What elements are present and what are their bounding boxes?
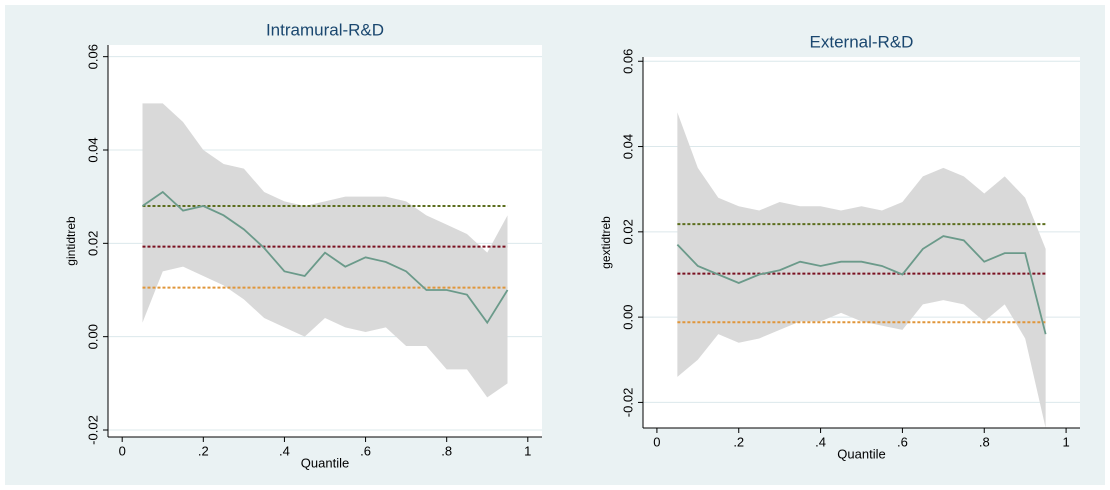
y-tick-label: -0.02 (620, 388, 635, 418)
chart-title: Intramural-R&D (266, 20, 384, 39)
x-tick-label: .8 (979, 434, 990, 449)
x-tick-label: .6 (897, 434, 908, 449)
y-tick-label: 0.00 (85, 324, 100, 349)
y-tick-label: 0.04 (620, 134, 635, 159)
y-tick-label: 0.02 (620, 219, 635, 244)
y-tick-label: 0.04 (85, 137, 100, 162)
x-tick-label: 1 (524, 443, 531, 458)
y-tick-label: 0.06 (85, 44, 100, 69)
x-axis-label: Quantile (837, 446, 885, 461)
x-tick-label: .2 (198, 443, 209, 458)
x-tick-label: 0 (119, 443, 126, 458)
y-tick-label: -0.02 (85, 415, 100, 445)
confidence-band (677, 112, 1046, 429)
confidence-band (142, 103, 508, 398)
x-tick-label: 0 (653, 434, 660, 449)
x-axis-label: Quantile (301, 455, 349, 470)
y-tick-label: 0.02 (85, 231, 100, 256)
x-tick-label: .8 (441, 443, 452, 458)
x-tick-label: .6 (360, 443, 371, 458)
x-tick-label: .4 (279, 443, 290, 458)
y-tick-label: 0.06 (620, 49, 635, 74)
y-axis-label: gextidtreb (599, 216, 613, 269)
chart-title: External-R&D (810, 32, 914, 51)
estimate-line (676, 235, 1047, 335)
y-axis-label: gintidtreb (64, 216, 78, 266)
x-tick-label: .2 (733, 434, 744, 449)
x-tick-label: 1 (1062, 434, 1069, 449)
y-tick-label: 0.00 (620, 304, 635, 329)
x-tick-label: .4 (815, 434, 826, 449)
estimate-line (141, 190, 509, 325)
